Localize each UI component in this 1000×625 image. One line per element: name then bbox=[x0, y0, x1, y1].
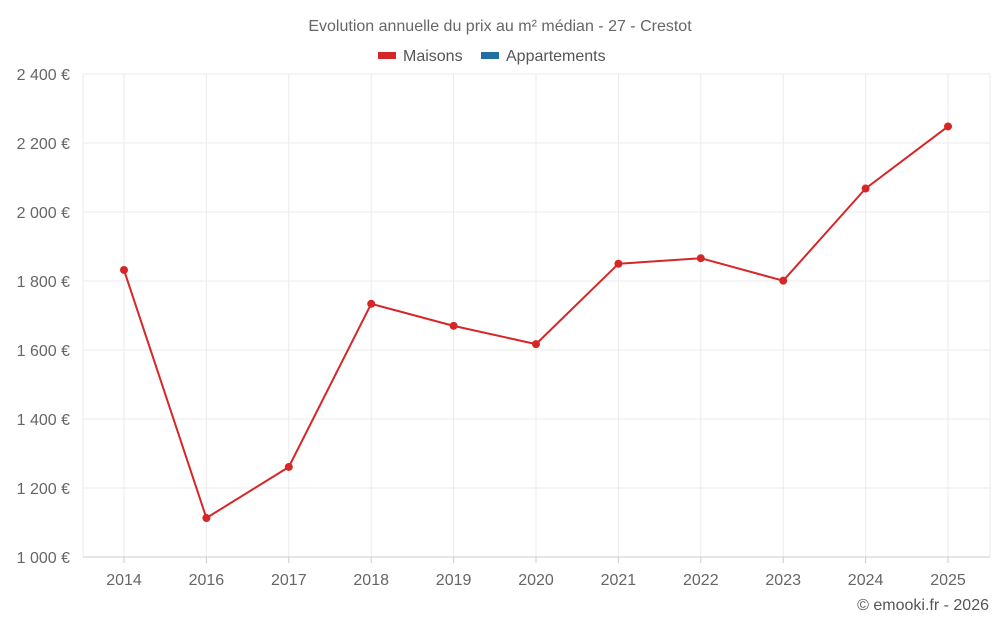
y-tick-label: 1 000 € bbox=[17, 550, 70, 567]
x-tick-label: 2021 bbox=[601, 572, 637, 589]
legend-label-maisons: Maisons bbox=[403, 48, 463, 65]
series bbox=[120, 122, 952, 523]
legend-swatch-maisons bbox=[378, 52, 396, 59]
y-tick-label: 1 800 € bbox=[17, 274, 70, 291]
x-tick-label: 2014 bbox=[106, 572, 142, 589]
chart-title: Evolution annuelle du prix au m² médian … bbox=[308, 18, 692, 35]
data-point[interactable] bbox=[944, 122, 952, 131]
x-tick-label: 2019 bbox=[436, 572, 472, 589]
legend-swatch-appartements bbox=[481, 52, 499, 59]
data-point[interactable] bbox=[284, 462, 293, 471]
data-point[interactable] bbox=[449, 321, 458, 330]
legend-item-maisons[interactable]: Maisons bbox=[378, 48, 463, 65]
x-tick-label: 2025 bbox=[930, 572, 966, 589]
data-point[interactable] bbox=[861, 184, 870, 193]
legend-label-appartements: Appartements bbox=[506, 48, 606, 65]
x-tick-label: 2016 bbox=[189, 572, 225, 589]
data-point[interactable] bbox=[614, 259, 623, 268]
x-tick-label: 2024 bbox=[848, 572, 884, 589]
x-tick-label: 2023 bbox=[765, 572, 801, 589]
data-point[interactable] bbox=[696, 254, 705, 263]
data-point[interactable] bbox=[532, 340, 540, 349]
x-tick-label: 2017 bbox=[271, 572, 307, 589]
y-tick-label: 1 400 € bbox=[17, 412, 70, 429]
legend: Maisons Appartements bbox=[378, 48, 606, 65]
x-tick-label: 2020 bbox=[518, 572, 554, 589]
y-tick-label: 2 000 € bbox=[17, 205, 70, 222]
credit: © emooki.fr - 2026 bbox=[857, 597, 989, 614]
data-point[interactable] bbox=[202, 514, 211, 523]
y-tick-label: 1 600 € bbox=[17, 343, 70, 360]
data-point[interactable] bbox=[367, 299, 376, 308]
y-tick-label: 2 400 € bbox=[17, 67, 70, 84]
x-tick-label: 2022 bbox=[683, 572, 719, 589]
y-tick-label: 1 200 € bbox=[17, 481, 70, 498]
grid bbox=[82, 73, 991, 557]
y-tick-label: 2 200 € bbox=[17, 136, 70, 153]
data-point[interactable] bbox=[120, 265, 128, 274]
axes: 1 000 € 1 200 € 1 400 € 1 600 € 1 800 € 2 000… bbox=[17, 67, 990, 589]
legend-item-appartements[interactable]: Appartements bbox=[481, 48, 606, 65]
x-tick-label: 2018 bbox=[353, 572, 389, 589]
data-point[interactable] bbox=[779, 276, 788, 285]
